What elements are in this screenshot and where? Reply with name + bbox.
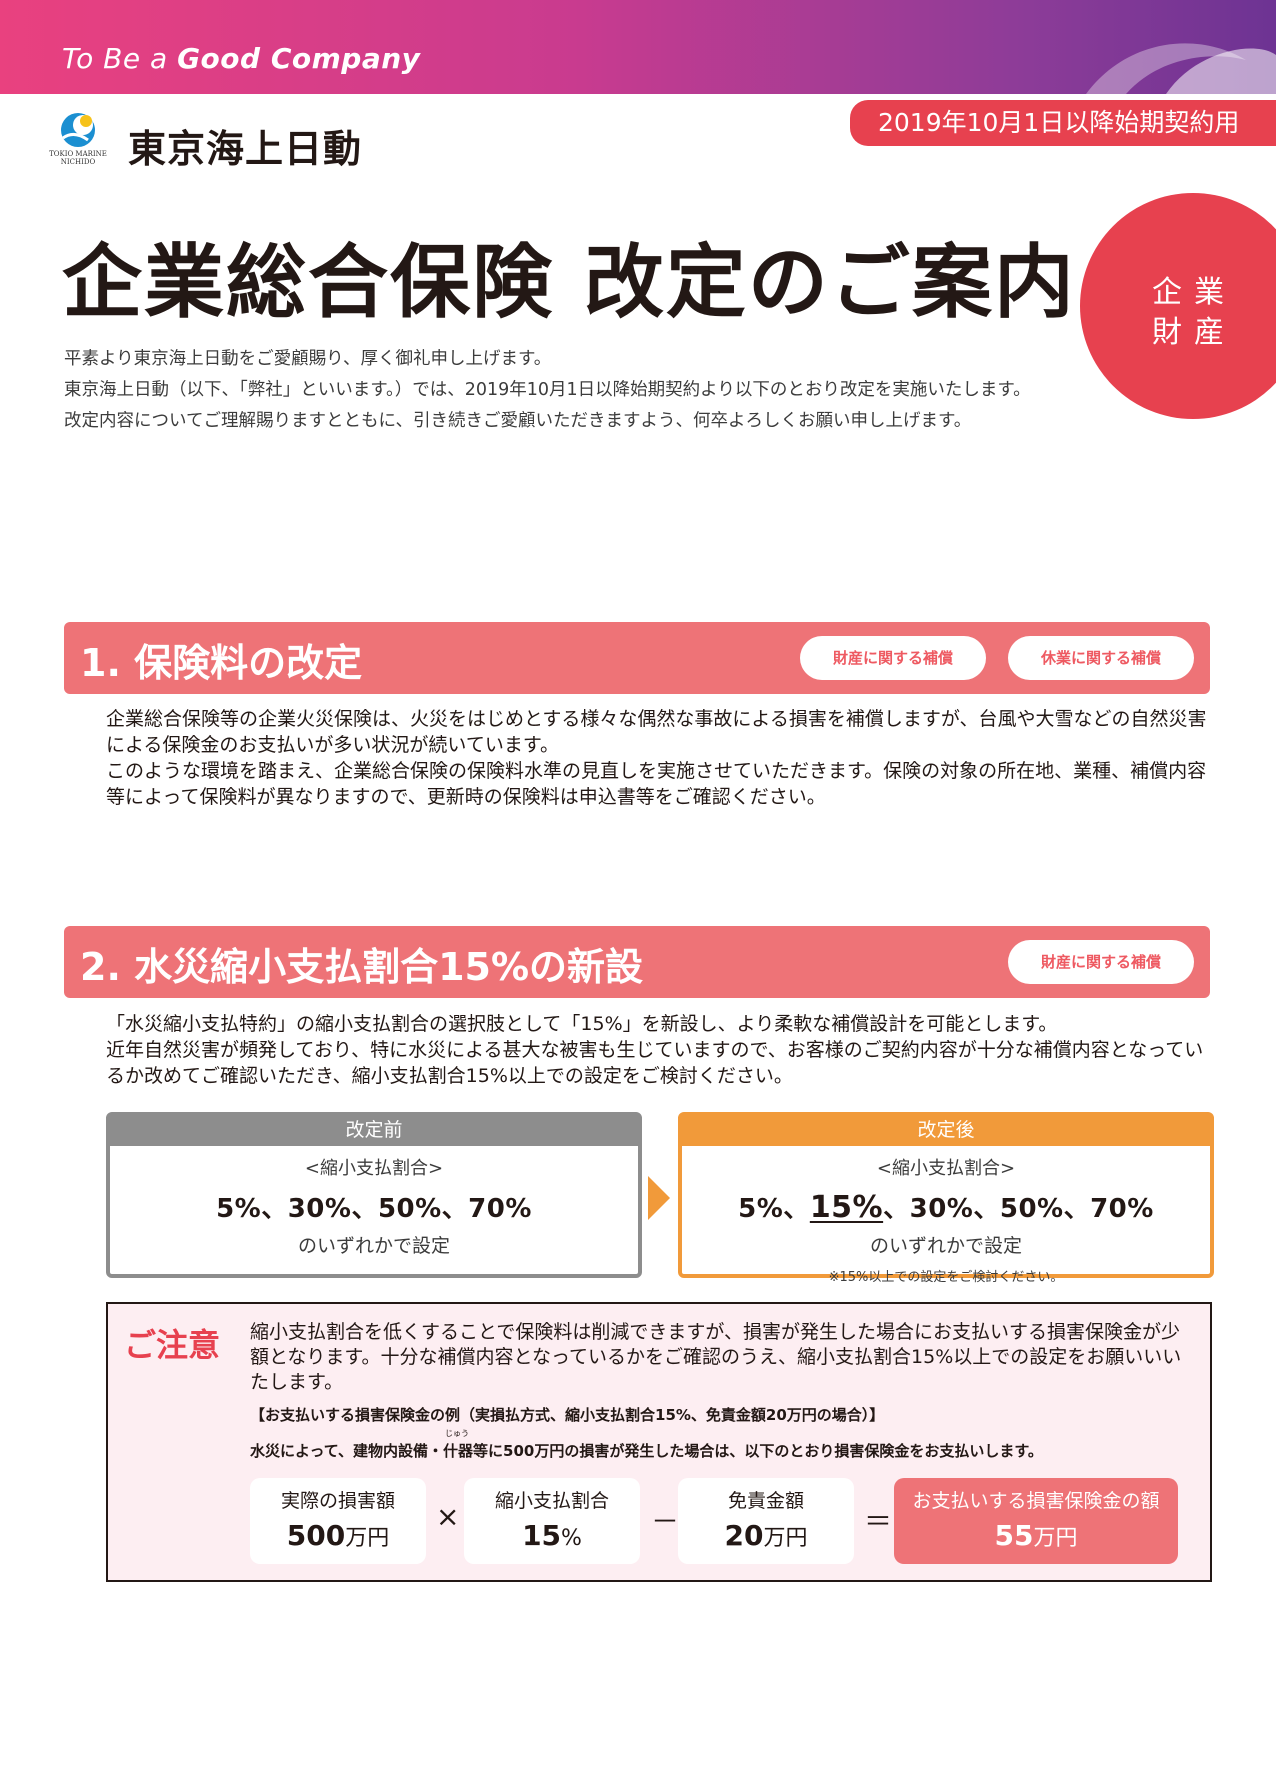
before-header: 改定前 (110, 1116, 638, 1146)
swoosh-decoration (1086, 43, 1276, 94)
after-revision-box: 改定後 <縮小支払割合> 5%、15%、30%、50%、70% のいずれかで設定… (678, 1112, 1214, 1285)
calc-actual-value: 500万円 (250, 1519, 426, 1552)
intro-line: 平素より東京海上日動をご愛顧賜り、厚く御礼申し上げます。 (64, 349, 552, 369)
calc-deductible: 免責金額 20万円 (678, 1478, 854, 1564)
calc-ratio-label: 縮小支払割合 (494, 1490, 609, 1512)
caution-text: 縮小支払割合を低くすることで保険料は削減できますが、損害が発生した場合にお支払い… (250, 1321, 1182, 1393)
tag-property: 財産に関する補償 (800, 636, 986, 680)
before-tail: のいずれかで設定 (297, 1235, 450, 1257)
calc-actual-unit: 万円 (345, 1526, 390, 1551)
calc-actual-loss: 実際の損害額 500万円 (250, 1478, 426, 1564)
arrow-right-icon (648, 1176, 670, 1220)
calc-deduct-number: 20 (724, 1519, 764, 1552)
caution-box: ご注意 縮小支払割合を低くすることで保険料は削減できますが、損害が発生した場合に… (106, 1302, 1212, 1582)
calc-ratio-value: 15% (464, 1519, 640, 1552)
calc-deduct-label: 免責金額 (727, 1490, 804, 1512)
section2-header: 2. 水災縮小支払割合15%の新設 財産に関する補償 (64, 926, 1210, 998)
example-text: 水災によって、建物内設備・什器等に500万円の損害が発生した場合は、以下のとおり… (250, 1442, 1043, 1460)
calc-reduction-ratio: 縮小支払割合 15% (464, 1478, 640, 1564)
calc-ratio-unit: % (561, 1526, 582, 1551)
logo-caption-line1: TOKIO MARINE (49, 150, 107, 158)
logo-caption-line2: NICHIDO (60, 158, 96, 166)
before-values: 5%、30%、50%、70% (216, 1194, 532, 1224)
page-title: 企業総合保険 改定のご案内 (62, 236, 1076, 329)
section2-body: 「水災縮小支払特約」の縮小支払割合の選択肢として「15%」を新設し、より柔軟な補… (106, 1011, 1216, 1089)
section1-title: 1. 保険料の改定 (80, 641, 363, 685)
section2-paragraph: 近年自然災害が頻発しており、特に水災による甚大な被害も生じていますので、お客様の… (106, 1039, 1204, 1087)
section1-header: 1. 保険料の改定 財産に関する補償 休業に関する補償 (64, 622, 1210, 694)
after-tail: のいずれかで設定 (869, 1235, 1022, 1257)
calc-actual-label: 実際の損害額 (280, 1490, 395, 1512)
after-values-highlight: 15% (809, 1190, 884, 1225)
after-header: 改定後 (682, 1116, 1210, 1146)
caution-title: ご注意 (124, 1326, 221, 1364)
header-band: To Be a Good Company (0, 0, 1276, 94)
category-line1: 企業 (1152, 275, 1236, 310)
calc-result-payout: お支払いする損害保険金の額 55万円 (894, 1478, 1178, 1564)
calc-result-number: 55 (994, 1519, 1034, 1552)
after-subtitle: <縮小支払割合> (876, 1158, 1016, 1179)
tagline: To Be a Good Company (62, 42, 420, 75)
multiply-operator: × (436, 1500, 460, 1533)
after-values: 5%、15%、30%、50%、70% (682, 1188, 1210, 1225)
brand-name: 東京海上日動 (128, 127, 363, 171)
calc-result-value: 55万円 (894, 1519, 1178, 1552)
after-note: ※15%以上での設定をご検討ください。 (828, 1270, 1064, 1285)
tagline-prefix: To Be a (62, 42, 178, 75)
intro-line: 東京海上日動（以下、「弊社」といいます。）では、2019年10月1日以降始期契約… (64, 380, 1031, 400)
after-values-post: 、30%、50%、70% (883, 1194, 1154, 1224)
category-badge: 企業 財産 (1080, 193, 1276, 419)
intro-line: 改定内容についてご理解賜りますとともに、引き続きご愛顧いただきますよう、何卒よろ… (64, 411, 972, 431)
tokio-marine-logo-icon (61, 113, 95, 147)
tagline-bold: Good Company (177, 42, 421, 75)
section1-paragraph: このような環境を踏まえ、企業総合保険の保険料水準の見直しを実施させていただきます… (106, 760, 1207, 808)
equals-operator: ＝ (864, 1505, 893, 1538)
section2-paragraph: 「水災縮小支払特約」の縮小支払割合の選択肢として「15%」を新設し、より柔軟な補… (106, 1013, 1058, 1035)
tag-property: 財産に関する補償 (1008, 940, 1194, 984)
tag-business-interruption: 休業に関する補償 (1008, 636, 1194, 680)
logo-caption: TOKIO MARINE NICHIDO (44, 150, 112, 166)
date-tab: 2019年10月1日以降始期契約用 (850, 100, 1276, 146)
calc-result-label: お支払いする損害保険金の額 (912, 1490, 1160, 1512)
category-line2: 財産 (1152, 315, 1236, 350)
calc-ratio-number: 15 (522, 1519, 562, 1552)
section1-paragraph: 企業総合保険等の企業火災保険は、火災をはじめとする様々な偶然な事故による損害を補… (106, 708, 1207, 756)
before-revision-box: 改定前 <縮小支払割合> 5%、30%、50%、70% のいずれかで設定 (106, 1112, 642, 1278)
after-values-pre: 5%、 (738, 1194, 810, 1224)
before-subtitle: <縮小支払割合> (304, 1158, 444, 1179)
calc-deduct-value: 20万円 (678, 1519, 854, 1552)
section2-title: 2. 水災縮小支払割合15%の新設 (80, 945, 644, 989)
minus-operator: － (651, 1505, 680, 1538)
furigana-ruby: じゅう (445, 1429, 469, 1438)
intro-text: 平素より東京海上日動をご愛顧賜り、厚く御礼申し上げます。 東京海上日動（以下、「… (64, 344, 1031, 437)
example-title: 【お支払いする損害保険金の例（実損払方式、縮小支払割合15%、免責金額20万円の… (250, 1406, 885, 1424)
calc-deduct-unit: 万円 (763, 1526, 808, 1551)
calc-actual-number: 500 (286, 1519, 346, 1552)
calc-result-unit: 万円 (1033, 1526, 1078, 1551)
section1-body: 企業総合保険等の企業火災保険は、火災をはじめとする様々な偶然な事故による損害を補… (106, 706, 1216, 810)
